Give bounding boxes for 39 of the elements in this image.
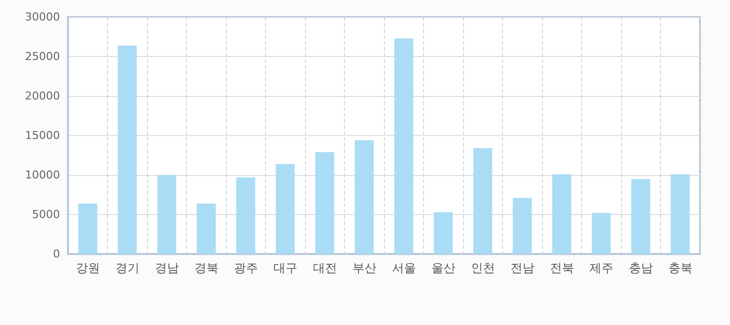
x-tick-label: 울산: [431, 261, 456, 275]
bar: [236, 177, 256, 254]
x-tick-label: 경기: [115, 261, 140, 275]
bar: [631, 178, 650, 254]
bar: [315, 152, 334, 254]
bar: [196, 203, 216, 254]
x-tick-label: 부산: [352, 261, 376, 275]
bar: [157, 175, 176, 254]
x-tick-label: 충남: [628, 261, 653, 275]
y-tick-label: 10000: [25, 168, 60, 182]
y-tick-label: 25000: [25, 50, 60, 63]
bar: [276, 164, 295, 254]
x-tick-label: 제주: [589, 261, 614, 275]
x-tick-label: 전남: [510, 261, 534, 275]
y-tick-label: 20000: [25, 90, 60, 102]
x-tick-label: 광주: [234, 261, 258, 275]
y-tick-label: 15000: [25, 129, 60, 142]
bar: [592, 212, 611, 254]
x-tick-label: 서울: [392, 261, 416, 275]
x-tick-label: 전북: [550, 261, 574, 275]
bar: [512, 198, 532, 254]
x-tick-label: 대전: [312, 261, 337, 275]
bar: [118, 45, 137, 254]
bar: [670, 174, 690, 254]
y-tick-label: 5000: [32, 208, 60, 221]
bar: [354, 140, 374, 254]
bar: [434, 212, 453, 254]
x-tick-label: 강원: [76, 261, 100, 275]
bar: [394, 38, 414, 254]
y-tick-label: 30000: [25, 10, 60, 24]
bar: [473, 148, 492, 254]
x-tick-label: 대구: [273, 261, 298, 275]
y-tick-label: 0: [53, 248, 60, 260]
x-tick-label: 인천: [470, 261, 495, 275]
x-tick-label: 충북: [668, 261, 692, 275]
x-tick-label: 경북: [194, 261, 218, 275]
x-tick-label: 경남: [154, 261, 179, 275]
bar: [552, 174, 572, 254]
bar: [78, 203, 98, 254]
